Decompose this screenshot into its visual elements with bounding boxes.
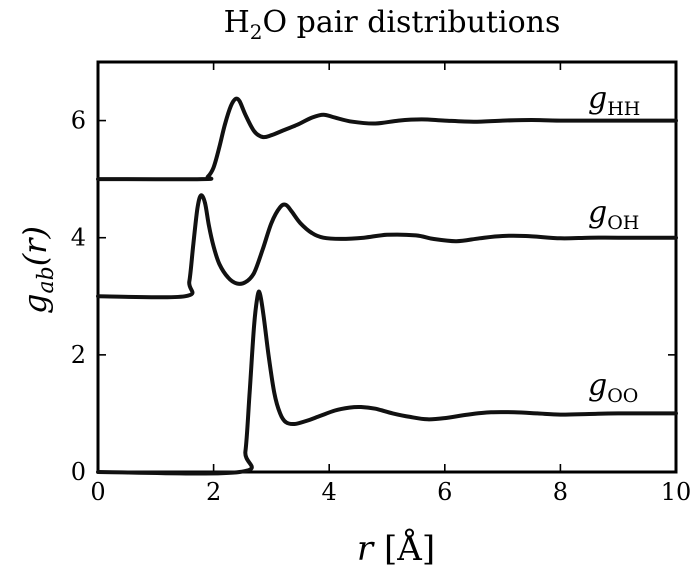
y-tick-label: 6	[71, 107, 86, 135]
chart-title: H2O pair distributions	[224, 5, 561, 44]
series-label-g-oo: gOO	[588, 368, 638, 407]
x-tick-label: 2	[206, 478, 221, 506]
x-tick-label: 6	[437, 478, 452, 506]
series-line-g-oh	[96, 193, 678, 300]
series-label-g-oh: gOH	[588, 195, 639, 234]
y-tick-label: 2	[71, 341, 86, 369]
y-axis-label: gab(r)	[16, 226, 59, 314]
x-tick-label: 10	[661, 478, 692, 506]
title-subscript: 2	[250, 20, 263, 44]
series-line-g-hh	[96, 96, 678, 182]
tick-label-group: 0 2 4 6 8 10 0 2 4 6	[71, 107, 692, 506]
x-tick-label: 8	[553, 478, 568, 506]
title-part: H	[224, 5, 250, 40]
plot-frame	[96, 60, 678, 474]
x-tick-label: 0	[90, 478, 105, 506]
y-axis-label-group: gab(r)	[16, 226, 59, 314]
series-label-group: gOO gOH gHH	[588, 81, 640, 407]
series-label-g-hh: gHH	[588, 81, 640, 120]
series-group	[96, 96, 678, 476]
series-line-g-oo	[96, 289, 678, 476]
x-tick-label: 4	[322, 478, 337, 506]
x-axis-label: r [Å]	[357, 528, 435, 569]
title-part: O pair distributions	[263, 5, 561, 40]
y-tick-label: 4	[71, 224, 86, 252]
y-tick-label: 0	[71, 458, 86, 486]
